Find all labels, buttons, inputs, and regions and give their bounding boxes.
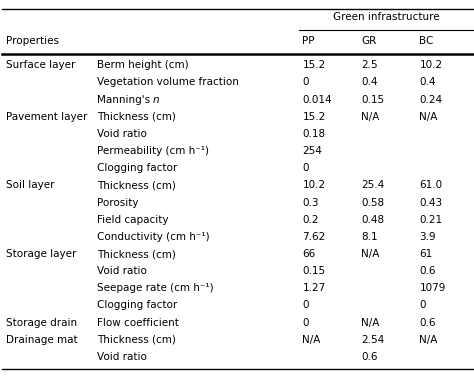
Text: N/A: N/A xyxy=(361,112,380,122)
Text: Surface layer: Surface layer xyxy=(6,60,75,70)
Text: 254: 254 xyxy=(302,146,322,156)
Text: Manning's: Manning's xyxy=(97,95,154,105)
Text: 1.27: 1.27 xyxy=(302,284,326,293)
Text: 3.9: 3.9 xyxy=(419,232,436,242)
Text: N/A: N/A xyxy=(302,335,321,345)
Text: Thickness (cm): Thickness (cm) xyxy=(97,181,176,190)
Text: Field capacity: Field capacity xyxy=(97,215,169,225)
Text: Vegetation volume fraction: Vegetation volume fraction xyxy=(97,78,239,87)
Text: Properties: Properties xyxy=(6,36,59,46)
Text: 0.24: 0.24 xyxy=(419,95,443,105)
Text: 0.6: 0.6 xyxy=(419,266,436,276)
Text: 1079: 1079 xyxy=(419,284,446,293)
Text: 0.4: 0.4 xyxy=(419,78,436,87)
Text: 10.2: 10.2 xyxy=(302,181,326,190)
Text: Thickness (cm): Thickness (cm) xyxy=(97,112,176,122)
Text: 15.2: 15.2 xyxy=(302,112,326,122)
Text: 2.5: 2.5 xyxy=(361,60,378,70)
Text: N/A: N/A xyxy=(361,249,380,259)
Text: Conductivity (cm h⁻¹): Conductivity (cm h⁻¹) xyxy=(97,232,210,242)
Text: Green infrastructure: Green infrastructure xyxy=(333,12,439,22)
Text: 8.1: 8.1 xyxy=(361,232,378,242)
Text: 0.58: 0.58 xyxy=(361,198,384,208)
Text: Void ratio: Void ratio xyxy=(97,129,147,139)
Text: 25.4: 25.4 xyxy=(361,181,384,190)
Text: 2.54: 2.54 xyxy=(361,335,384,345)
Text: Permeability (cm h⁻¹): Permeability (cm h⁻¹) xyxy=(97,146,209,156)
Text: 0.48: 0.48 xyxy=(361,215,384,225)
Text: 0.18: 0.18 xyxy=(302,129,326,139)
Text: 61.0: 61.0 xyxy=(419,181,443,190)
Text: 0: 0 xyxy=(419,300,426,311)
Text: GR: GR xyxy=(361,36,376,46)
Text: Drainage mat: Drainage mat xyxy=(6,335,77,345)
Text: 0.15: 0.15 xyxy=(302,266,326,276)
Text: 0.21: 0.21 xyxy=(419,215,443,225)
Text: 7.62: 7.62 xyxy=(302,232,326,242)
Text: Pavement layer: Pavement layer xyxy=(6,112,87,122)
Text: n: n xyxy=(153,95,160,105)
Text: Berm height (cm): Berm height (cm) xyxy=(97,60,189,70)
Text: 0: 0 xyxy=(302,300,309,311)
Text: N/A: N/A xyxy=(419,112,438,122)
Text: PP: PP xyxy=(302,36,315,46)
Text: 0.4: 0.4 xyxy=(361,78,378,87)
Text: Porosity: Porosity xyxy=(97,198,139,208)
Text: N/A: N/A xyxy=(361,317,380,328)
Text: 0: 0 xyxy=(302,317,309,328)
Text: 61: 61 xyxy=(419,249,433,259)
Text: N/A: N/A xyxy=(419,335,438,345)
Text: 0.014: 0.014 xyxy=(302,95,332,105)
Text: Storage drain: Storage drain xyxy=(6,317,77,328)
Text: Soil layer: Soil layer xyxy=(6,181,54,190)
Text: 0: 0 xyxy=(302,78,309,87)
Text: 0.6: 0.6 xyxy=(361,352,378,362)
Text: Thickness (cm): Thickness (cm) xyxy=(97,249,176,259)
Text: 0.15: 0.15 xyxy=(361,95,384,105)
Text: Clogging factor: Clogging factor xyxy=(97,300,177,311)
Text: 0.43: 0.43 xyxy=(419,198,443,208)
Text: 10.2: 10.2 xyxy=(419,60,443,70)
Text: Clogging factor: Clogging factor xyxy=(97,163,177,173)
Text: 0.3: 0.3 xyxy=(302,198,319,208)
Text: 0: 0 xyxy=(302,163,309,173)
Text: Thickness (cm): Thickness (cm) xyxy=(97,335,176,345)
Text: Void ratio: Void ratio xyxy=(97,266,147,276)
Text: BC: BC xyxy=(419,36,434,46)
Text: Seepage rate (cm h⁻¹): Seepage rate (cm h⁻¹) xyxy=(97,284,214,293)
Text: Flow coefficient: Flow coefficient xyxy=(97,317,179,328)
Text: 0.6: 0.6 xyxy=(419,317,436,328)
Text: 15.2: 15.2 xyxy=(302,60,326,70)
Text: Void ratio: Void ratio xyxy=(97,352,147,362)
Text: Storage layer: Storage layer xyxy=(6,249,76,259)
Text: 0.2: 0.2 xyxy=(302,215,319,225)
Text: 66: 66 xyxy=(302,249,316,259)
